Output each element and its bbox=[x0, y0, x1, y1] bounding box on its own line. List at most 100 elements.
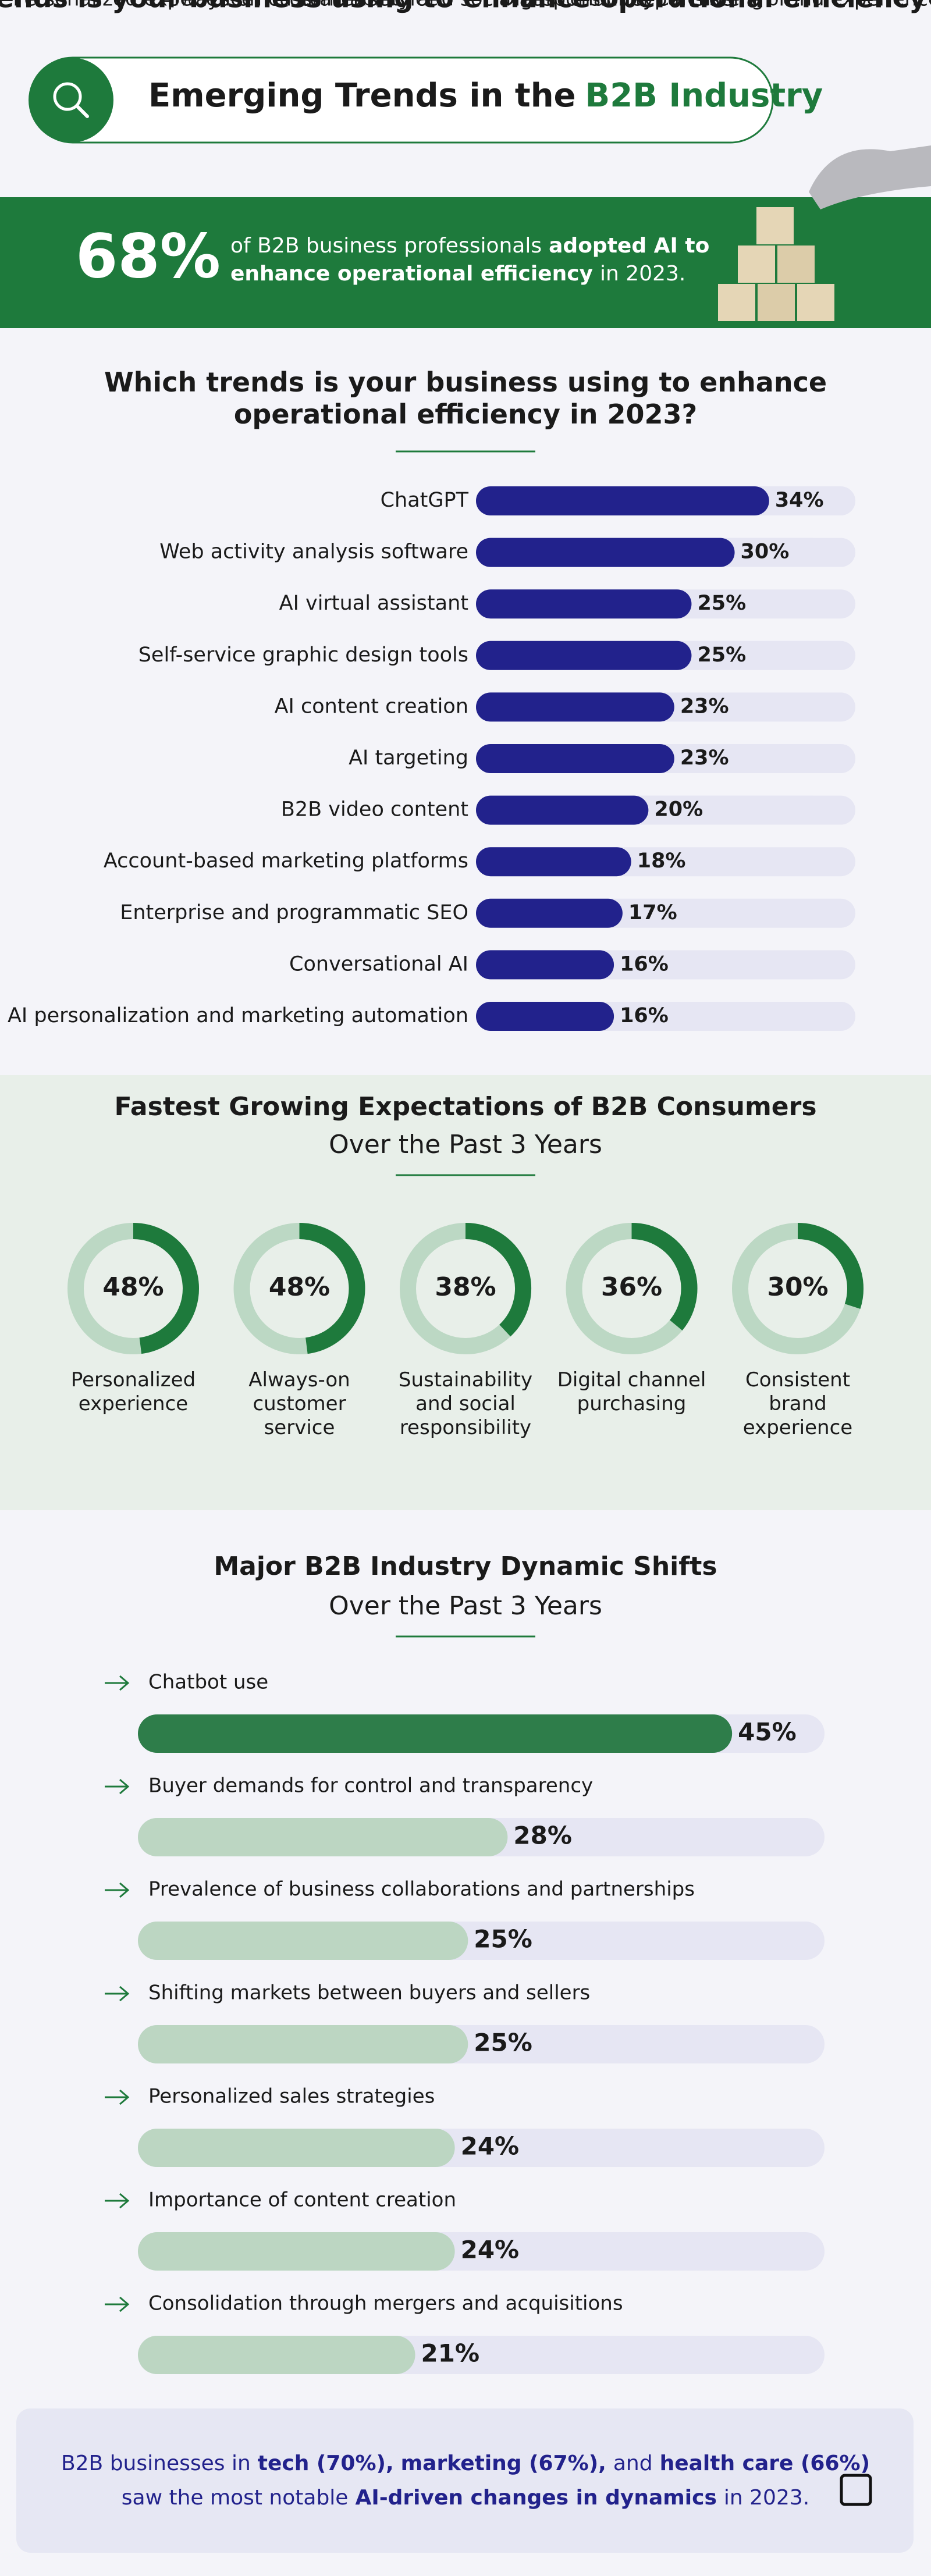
arrow-icon bbox=[105, 2193, 130, 2209]
category-label: AI content creation bbox=[275, 695, 468, 718]
footer-part: AI-driven changes in dynamics bbox=[355, 2486, 716, 2510]
category-label: Conversational AI bbox=[289, 952, 468, 976]
value-label: 48% bbox=[269, 1272, 330, 1302]
block bbox=[758, 284, 795, 321]
bar bbox=[476, 538, 735, 567]
value-label: 25% bbox=[697, 592, 746, 615]
bar bbox=[138, 1714, 733, 1753]
value-label: 21% bbox=[421, 2339, 480, 2368]
category-label: ChatGPT bbox=[381, 489, 469, 512]
chart-subtitle: Over the Past 3 Years bbox=[329, 1591, 602, 1621]
text-line: service bbox=[264, 1416, 335, 1439]
value-label: 36% bbox=[601, 1272, 662, 1302]
arrow-icon bbox=[105, 2089, 130, 2105]
category-label: Chatbot use bbox=[148, 1671, 268, 1694]
value-label: 38% bbox=[435, 1272, 496, 1302]
value-label: 25% bbox=[697, 643, 746, 667]
category-label: Buyer demands for control and transparen… bbox=[148, 1774, 593, 1798]
donut-arc bbox=[299, 1223, 365, 1354]
value-label: 25% bbox=[474, 1925, 532, 1954]
bar bbox=[476, 744, 674, 773]
footer-text: B2B businesses in tech (70%), marketing (6… bbox=[61, 2452, 870, 2475]
value-label: 20% bbox=[654, 798, 703, 821]
block bbox=[777, 245, 815, 283]
banner-text: of B2B business professionals adopted AI … bbox=[230, 234, 709, 258]
category-label: Shifting markets between buyers and sell… bbox=[148, 1981, 590, 2005]
footer-part: health care (66%) bbox=[660, 2452, 870, 2475]
text-line: experience bbox=[743, 1416, 852, 1439]
category-label: AI virtual assistant bbox=[279, 592, 468, 615]
value-label: 25% bbox=[474, 2029, 532, 2057]
value-label: 24% bbox=[461, 2132, 520, 2161]
footer-part: tech (70%), bbox=[258, 2452, 394, 2475]
value-label: 30% bbox=[741, 540, 790, 564]
banner-stat: 68% bbox=[76, 220, 221, 291]
footer-part: saw the most notable bbox=[122, 2486, 349, 2510]
bar bbox=[138, 1818, 508, 1856]
text-line: Always-on bbox=[248, 1368, 350, 1392]
footer-text: saw the most notable AI-driven changes in… bbox=[122, 2486, 809, 2510]
category-label: Enterprise and programmatic SEO bbox=[120, 901, 468, 924]
category-label: B2B video content bbox=[281, 798, 468, 821]
text-line: Which trends is your business using to e… bbox=[104, 367, 827, 398]
text-line: and social bbox=[415, 1392, 516, 1415]
category-label: Account-based marketing platforms bbox=[104, 849, 468, 873]
block bbox=[718, 284, 755, 321]
robot-hand bbox=[809, 145, 931, 209]
value-label: 34% bbox=[775, 489, 824, 512]
search-icon bbox=[75, 104, 89, 118]
banner-part: of B2B business professionals bbox=[230, 234, 542, 258]
block bbox=[738, 245, 775, 283]
category-label: Personalized sales strategies bbox=[148, 2085, 435, 2108]
banner-part: adopted AI to bbox=[549, 234, 709, 258]
value-label: 16% bbox=[620, 1004, 669, 1027]
text-line: Personalized bbox=[71, 1368, 196, 1392]
arrow-icon bbox=[105, 1778, 130, 1795]
category-label: Importance of content creation bbox=[148, 2189, 456, 2212]
text-line: Consistent bbox=[745, 1368, 850, 1392]
text-line: customer bbox=[253, 1392, 346, 1415]
bar bbox=[476, 589, 692, 619]
block bbox=[756, 207, 794, 244]
value-label: 24% bbox=[461, 2236, 520, 2264]
donut-arc bbox=[133, 1223, 199, 1354]
bar bbox=[138, 1922, 468, 1960]
value-label: 28% bbox=[513, 1821, 572, 1850]
bar bbox=[476, 692, 674, 722]
chart-title: Fastest Growing Expectations of B2B Cons… bbox=[114, 1092, 816, 1122]
bar bbox=[476, 950, 614, 980]
category-label: Self-service graphic design tools bbox=[138, 643, 468, 667]
banner-part: in 2023. bbox=[600, 262, 685, 286]
footer-box bbox=[16, 2408, 914, 2553]
search-icon-bg bbox=[29, 58, 113, 143]
value-label: 18% bbox=[637, 849, 686, 873]
value-label: 23% bbox=[680, 746, 729, 770]
value-label: 17% bbox=[628, 901, 677, 924]
value-label: 16% bbox=[620, 952, 669, 976]
bar bbox=[138, 2129, 455, 2167]
arrow-icon bbox=[105, 1882, 130, 1898]
block bbox=[797, 284, 834, 321]
value-label: 48% bbox=[102, 1272, 164, 1302]
donut-arc bbox=[465, 1223, 531, 1337]
banner-text: enhance operational efficiency in 2023. bbox=[230, 262, 685, 286]
bar bbox=[476, 795, 649, 825]
chart-subtitle: Over the Past 3 Years bbox=[329, 1130, 602, 1159]
bar bbox=[138, 2025, 468, 2063]
footer-part: marketing (67%), bbox=[401, 2452, 606, 2475]
bar bbox=[476, 847, 631, 877]
text-line: Digital channel bbox=[557, 1368, 706, 1392]
category-label: AI personalization and marketing automat… bbox=[8, 1004, 468, 1027]
chip-icon bbox=[840, 2474, 872, 2506]
bar bbox=[476, 1002, 614, 1031]
text-line: operational efficiency in 2023? bbox=[234, 399, 697, 430]
page-title: Emerging Trends in the B2B Industry bbox=[148, 77, 823, 115]
blocks-illustration bbox=[718, 145, 931, 321]
value-label: 45% bbox=[738, 1718, 797, 1746]
bar bbox=[138, 2336, 415, 2374]
arrow-icon bbox=[105, 2296, 130, 2312]
section-bg bbox=[0, 1075, 931, 1510]
footer-part: and bbox=[613, 2452, 653, 2475]
